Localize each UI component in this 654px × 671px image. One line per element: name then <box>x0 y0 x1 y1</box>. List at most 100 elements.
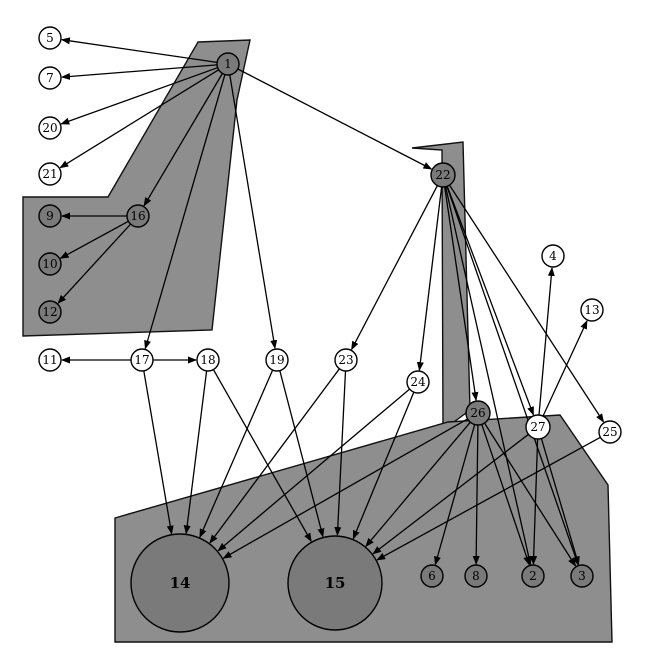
edge-22-to-24 <box>416 186 443 372</box>
edge-27-to-13 <box>542 319 588 417</box>
node-circle-23 <box>334 348 358 372</box>
node-label-3: 3 <box>578 569 586 583</box>
node-circle-2 <box>521 564 545 588</box>
edge-27-to-4 <box>538 267 555 416</box>
node-circle-21 <box>38 162 62 186</box>
node-label-26: 26 <box>470 406 485 420</box>
node-label-15: 15 <box>325 574 346 592</box>
node-19: 19 <box>265 348 289 372</box>
node-circle-9 <box>38 204 62 228</box>
node-label-14: 14 <box>170 574 191 592</box>
edge-27-to-2 <box>530 438 539 565</box>
node-11: 11 <box>38 348 62 372</box>
edge-26-to-2 <box>481 424 530 566</box>
edge-1-to-16 <box>143 73 223 207</box>
node-label-10: 10 <box>42 257 57 271</box>
node-circle-5 <box>38 26 62 50</box>
node-circle-25 <box>598 420 622 444</box>
node-10: 10 <box>38 252 62 276</box>
node-5: 5 <box>38 26 62 50</box>
node-17: 17 <box>130 348 154 372</box>
edge-1-to-22 <box>237 68 433 170</box>
edge-27-to-15 <box>372 433 529 555</box>
node-circle-1 <box>216 52 240 76</box>
edge-22-to-25 <box>448 184 605 423</box>
node-13: 13 <box>580 298 604 322</box>
edge-24-to-15 <box>352 391 415 540</box>
node-label-23: 23 <box>338 353 353 367</box>
node-circle-4 <box>541 244 565 268</box>
node-1: 1 <box>216 52 240 76</box>
edge-18-to-15 <box>212 369 312 543</box>
edge-23-to-15 <box>334 370 347 537</box>
node-circle-24 <box>406 370 430 394</box>
node-circle-17 <box>130 348 154 372</box>
node-label-22: 22 <box>435 168 450 182</box>
node-circle-7 <box>38 66 62 90</box>
node-27: 27 <box>525 414 551 440</box>
edge-22-to-26 <box>444 186 479 402</box>
edge-1-to-17 <box>144 74 226 350</box>
node-label-11: 11 <box>42 353 57 367</box>
node-label-17: 17 <box>134 353 149 367</box>
node-label-5: 5 <box>46 31 54 45</box>
edge-1-to-5 <box>60 37 218 64</box>
node-circle-14 <box>130 533 230 633</box>
node-16: 16 <box>126 204 150 228</box>
edge-22-to-23 <box>351 185 438 351</box>
node-label-4: 4 <box>549 249 557 263</box>
node-label-6: 6 <box>428 569 436 583</box>
edge-16-to-10 <box>59 220 129 259</box>
node-circle-3 <box>570 564 594 588</box>
node-circle-13 <box>580 298 604 322</box>
node-circle-22 <box>430 162 456 188</box>
edge-26-to-6 <box>434 424 476 566</box>
node-circle-16 <box>126 204 150 228</box>
edge-22-to-2 <box>444 186 533 566</box>
upper-left-region <box>22 39 251 337</box>
edge-1-to-7 <box>61 64 218 80</box>
node-7: 7 <box>38 66 62 90</box>
node-25: 25 <box>598 420 622 444</box>
node-label-19: 19 <box>269 353 284 367</box>
node-label-24: 24 <box>410 375 426 389</box>
node-label-18: 18 <box>200 353 215 367</box>
edge-24-to-14 <box>217 388 411 552</box>
node-23: 23 <box>334 348 358 372</box>
edge-25-to-15 <box>376 436 601 561</box>
bottom-region <box>114 414 613 643</box>
edge-1-to-21 <box>59 69 219 169</box>
node-20: 20 <box>38 116 62 140</box>
node-label-21: 21 <box>42 167 57 181</box>
node-15: 15 <box>287 535 383 631</box>
edge-16-to-12 <box>57 223 132 304</box>
node-21: 21 <box>38 162 62 186</box>
edge-22-to-27 <box>446 185 535 416</box>
right-column-region <box>411 141 471 432</box>
node-circle-26 <box>465 400 491 426</box>
node-label-1: 1 <box>224 57 232 71</box>
node-circle-19 <box>265 348 289 372</box>
node-circle-20 <box>38 116 62 140</box>
edge-19-to-14 <box>199 369 274 539</box>
node-circle-6 <box>420 564 444 588</box>
node-3: 3 <box>570 564 594 588</box>
node-label-2: 2 <box>529 569 537 583</box>
node-circle-12 <box>38 300 62 324</box>
node-label-13: 13 <box>584 303 599 317</box>
node-label-25: 25 <box>602 425 617 439</box>
node-12: 12 <box>38 300 62 324</box>
node-label-8: 8 <box>472 569 480 583</box>
node-label-20: 20 <box>42 121 57 135</box>
node-18: 18 <box>196 348 220 372</box>
node-4: 4 <box>541 244 565 268</box>
node-circle-27 <box>525 414 551 440</box>
node-label-27: 27 <box>530 420 545 434</box>
node-24: 24 <box>406 370 430 394</box>
node-circle-15 <box>287 535 383 631</box>
edge-26-to-8 <box>472 424 480 565</box>
edges-layer <box>57 37 605 567</box>
edge-19-to-15 <box>279 370 325 538</box>
edge-17-to-14 <box>143 370 174 535</box>
